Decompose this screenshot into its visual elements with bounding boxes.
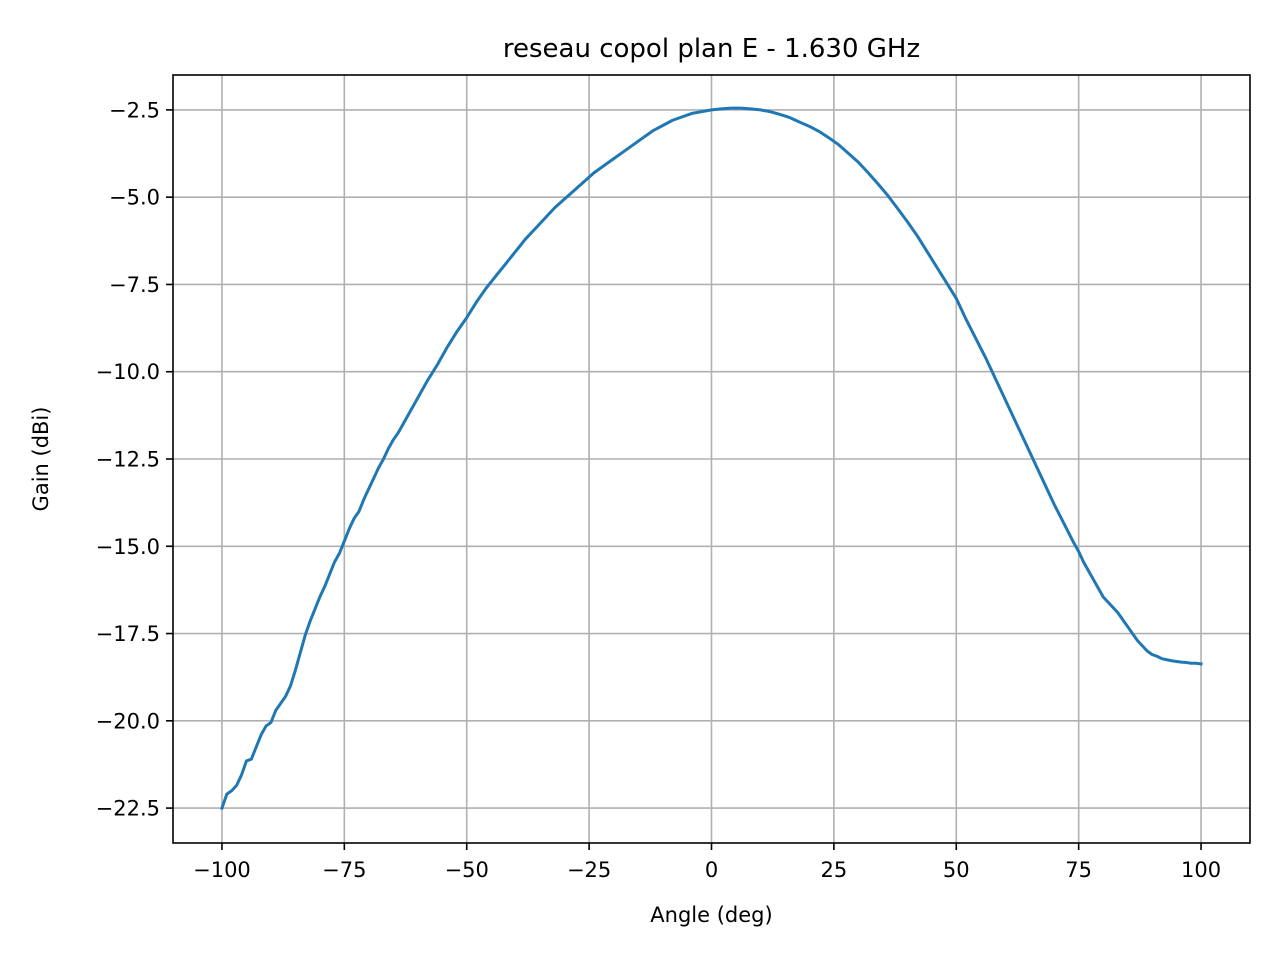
x-tick-label: −50 — [445, 858, 489, 882]
x-axis-ticks: −100 −75 −50 −25 0 25 50 75 100 — [193, 843, 1221, 882]
x-tick-label: 25 — [821, 858, 848, 882]
x-tick-label: 100 — [1181, 858, 1221, 882]
y-axis-ticks: −2.5 −5.0 −7.5 −10.0 −12.5 −15.0 −17.5 −20.0 −22… — [96, 98, 173, 821]
x-tick-label: 50 — [943, 858, 970, 882]
x-tick-label: 0 — [705, 858, 718, 882]
x-tick-label: −75 — [322, 858, 366, 882]
chart-title: reseau copol plan E - 1.630 GHz — [503, 34, 920, 64]
series-layer — [220, 106, 1203, 811]
y-axis-label: Gain (dBi) — [29, 407, 53, 512]
x-axis-label: Angle (deg) — [650, 903, 772, 927]
x-tick-label: 75 — [1065, 858, 1092, 882]
series-group — [220, 106, 1203, 811]
y-tick-label: −17.5 — [96, 622, 160, 646]
y-tick-label: −15.0 — [96, 535, 160, 559]
y-tick-label: −5.0 — [109, 186, 160, 210]
x-tick-label: −25 — [567, 858, 611, 882]
x-tick-label: −100 — [193, 858, 251, 882]
y-tick-label: −22.5 — [96, 797, 160, 821]
grid-lines — [173, 75, 1250, 843]
y-tick-label: −12.5 — [96, 448, 160, 472]
series-line — [220, 106, 1203, 811]
y-tick-label: −2.5 — [109, 98, 160, 122]
y-tick-label: −20.0 — [96, 709, 160, 733]
y-tick-label: −10.0 — [96, 360, 160, 384]
y-tick-label: −7.5 — [109, 273, 160, 297]
